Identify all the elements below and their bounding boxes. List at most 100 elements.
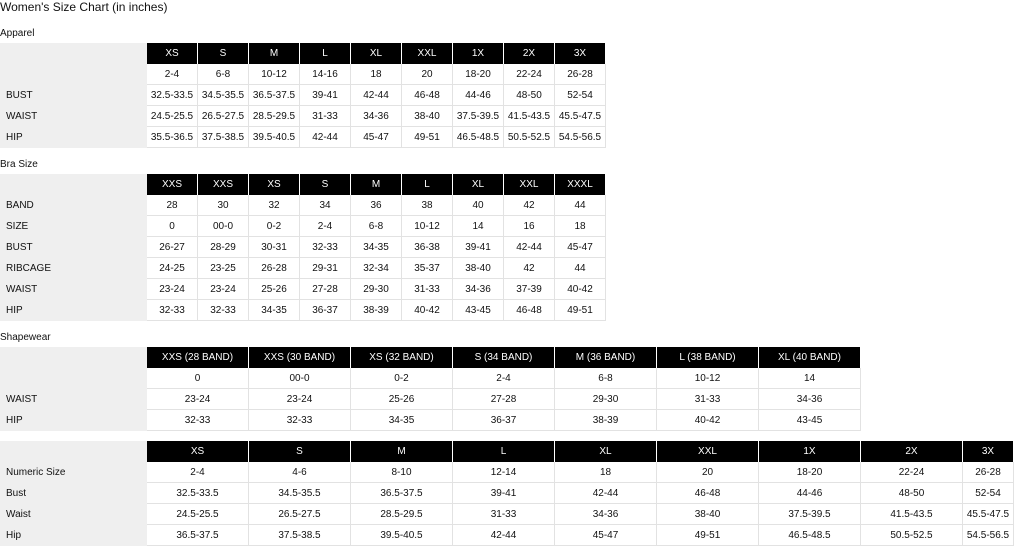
table-cell: 36.5-37.5 xyxy=(147,525,249,546)
table-cell: 00-0 xyxy=(249,368,351,389)
label-column xyxy=(0,174,147,321)
table-cell: 2-4 xyxy=(300,216,351,237)
table-cell: 45-47 xyxy=(351,127,402,148)
table-cell: 37.5-39.5 xyxy=(759,504,861,525)
table-cell: 38-40 xyxy=(657,504,759,525)
table-cell: 46-48 xyxy=(402,85,453,106)
row-label: BAND xyxy=(6,200,34,211)
table-cell: 31-33 xyxy=(300,106,351,127)
label-column xyxy=(0,441,147,546)
row-label: RIBCAGE xyxy=(6,263,52,274)
section-label: Bra Size xyxy=(0,159,38,170)
column-header: XS (32 BAND) xyxy=(351,347,453,368)
table-cell: 0 xyxy=(147,216,198,237)
table-cell: 14 xyxy=(453,216,504,237)
table-cell: 14 xyxy=(759,368,861,389)
table-cell: 32-33 xyxy=(147,410,249,431)
table-cell: 20 xyxy=(402,64,453,85)
table-cell: 34.5-35.5 xyxy=(198,85,249,106)
table-cell: 39.5-40.5 xyxy=(249,127,300,148)
row-label: HIP xyxy=(6,305,23,316)
table-cell: 38-39 xyxy=(351,300,402,321)
table-cell: 32-33 xyxy=(198,300,249,321)
row-label: Hip xyxy=(6,530,22,541)
table-cell: 46-48 xyxy=(657,483,759,504)
table-cell: 41.5-43.5 xyxy=(861,504,963,525)
column-header: S xyxy=(198,43,249,64)
column-header: XXL xyxy=(657,441,759,462)
table-cell: 38 xyxy=(402,195,453,216)
column-header: 1X xyxy=(759,441,861,462)
column-header: 2X xyxy=(504,43,555,64)
table-cell: 29-31 xyxy=(300,258,351,279)
row-label: BUST xyxy=(6,242,33,253)
table-cell: 12-14 xyxy=(453,462,555,483)
table-cell: 31-33 xyxy=(657,389,759,410)
table-cell: 4-6 xyxy=(249,462,351,483)
table-cell: 36-37 xyxy=(453,410,555,431)
section-label: Shapewear xyxy=(0,332,51,343)
table-cell: 26.5-27.5 xyxy=(198,106,249,127)
row-label: WAIST xyxy=(6,394,38,405)
table-cell: 18 xyxy=(351,64,402,85)
column-header: S xyxy=(300,174,351,195)
table-cell: 0-2 xyxy=(249,216,300,237)
row-label: WAIST xyxy=(6,111,38,122)
table-cell: 39-41 xyxy=(300,85,351,106)
row-label: SIZE xyxy=(6,221,29,232)
table-cell: 52-54 xyxy=(963,483,1014,504)
table-cell: 36.5-37.5 xyxy=(351,483,453,504)
table-cell: 39-41 xyxy=(453,483,555,504)
table-cell: 29-30 xyxy=(555,389,657,410)
column-header: XXXL xyxy=(555,174,606,195)
column-header: L xyxy=(300,43,351,64)
table-cell: 32-33 xyxy=(249,410,351,431)
table-cell: 42-44 xyxy=(555,483,657,504)
table-cell: 40-42 xyxy=(657,410,759,431)
page-title: Women's Size Chart (in inches) xyxy=(0,0,168,14)
table-cell: 36-38 xyxy=(402,237,453,258)
table-cell: 31-33 xyxy=(453,504,555,525)
table-cell: 37.5-38.5 xyxy=(198,127,249,148)
table-cell: 44-46 xyxy=(453,85,504,106)
table-cell: 34-36 xyxy=(759,389,861,410)
table-cell: 40-42 xyxy=(402,300,453,321)
table-cell: 49-51 xyxy=(657,525,759,546)
table-cell: 32-33 xyxy=(147,300,198,321)
table-cell: 37.5-39.5 xyxy=(453,106,504,127)
table-cell: 50.5-52.5 xyxy=(504,127,555,148)
table-cell: 2-4 xyxy=(147,64,198,85)
table-cell: 10-12 xyxy=(657,368,759,389)
column-header: S xyxy=(249,441,351,462)
table-cell: 36-37 xyxy=(300,300,351,321)
table-cell: 44-46 xyxy=(759,483,861,504)
table-cell: 34.5-35.5 xyxy=(249,483,351,504)
column-header: XS xyxy=(249,174,300,195)
table-cell: 40-42 xyxy=(555,279,606,300)
table-cell: 18 xyxy=(555,216,606,237)
table-cell: 29-30 xyxy=(351,279,402,300)
table-cell: 26-28 xyxy=(555,64,606,85)
table-cell: 34-36 xyxy=(555,504,657,525)
column-header: 2X xyxy=(861,441,963,462)
table-cell: 39-41 xyxy=(453,237,504,258)
column-header: L xyxy=(453,441,555,462)
column-header: XL (40 BAND) xyxy=(759,347,861,368)
table-cell: 32.5-33.5 xyxy=(147,85,198,106)
row-label: WAIST xyxy=(6,284,38,295)
table-cell: 30 xyxy=(198,195,249,216)
table-cell: 35.5-36.5 xyxy=(147,127,198,148)
table-cell: 39.5-40.5 xyxy=(351,525,453,546)
table-cell: 43-45 xyxy=(759,410,861,431)
table-cell: 27-28 xyxy=(300,279,351,300)
table-cell: 48-50 xyxy=(504,85,555,106)
table-cell: 18-20 xyxy=(759,462,861,483)
table-cell: 41.5-43.5 xyxy=(504,106,555,127)
table-cell: 20 xyxy=(657,462,759,483)
table-cell: 2-4 xyxy=(147,462,249,483)
column-header: XXL xyxy=(504,174,555,195)
table-cell: 38-39 xyxy=(555,410,657,431)
table-cell: 23-24 xyxy=(147,389,249,410)
table-cell: 32-34 xyxy=(351,258,402,279)
table-cell: 16 xyxy=(504,216,555,237)
